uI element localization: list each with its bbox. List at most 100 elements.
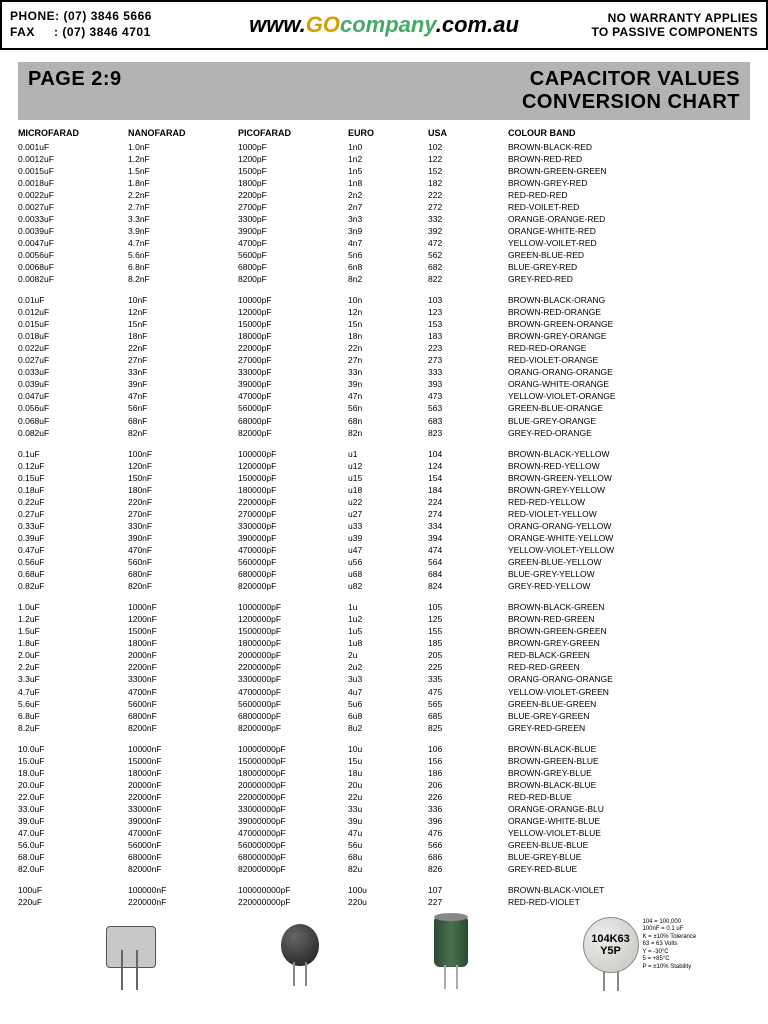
table-cell: 20u [348, 779, 428, 791]
table-cell: 0.82uF [18, 581, 128, 593]
table-cell: 472 [428, 237, 508, 249]
disc-note-line: 63 = 63 Volts [643, 941, 697, 949]
table-cell: YELLOW-VIOLET-ORANGE [508, 391, 750, 403]
table-cell: 563 [428, 403, 508, 415]
contact-block: PHONE: (07) 3846 5666 FAX : (07) 3846 47… [10, 9, 210, 40]
table-row: 1.8uF1800nF1800000pF1u8185BROWN-GREY-GRE… [18, 638, 750, 650]
table-cell: 0.27uF [18, 508, 128, 520]
table-row: 0.12uF120nF120000pFu12124BROWN-RED-YELLO… [18, 460, 750, 472]
table-cell: 0.0012uF [18, 153, 128, 165]
table-row: 0.0018uF1.8nF1800pF1n8182BROWN-GREY-RED [18, 177, 750, 189]
table-cell: 390nF [128, 532, 238, 544]
table-cell: 566 [428, 840, 508, 852]
table-cell: RED-BLACK-GREEN [508, 650, 750, 662]
table-cell: BROWN-GREEN-GREEN [508, 626, 750, 638]
table-cell: 18000000pF [238, 767, 348, 779]
table-cell: 10n [348, 295, 428, 307]
table-cell: 18000pF [238, 331, 348, 343]
table-cell: 122 [428, 153, 508, 165]
table-cell: RED-VIOLET-YELLOW [508, 508, 750, 520]
table-cell: u68 [348, 569, 428, 581]
table-cell: 2700pF [238, 201, 348, 213]
table-row: 1.2uF1200nF1200000pF1u2125BROWN-RED-GREE… [18, 614, 750, 626]
table-cell: 56000nF [128, 840, 238, 852]
table-cell: 820nF [128, 581, 238, 593]
table-cell: 150nF [128, 472, 238, 484]
table-header-row: MICROFARADNANOFARADPICOFARADEUROUSACOLOU… [18, 126, 750, 141]
table-cell: BROWN-RED-ORANGE [508, 307, 750, 319]
table-cell: u22 [348, 496, 428, 508]
footer-components: 104K63 Y5P 104 = 100,000100nF = 0.1 uFK … [0, 909, 768, 995]
table-cell: 154 [428, 472, 508, 484]
table-cell: 825 [428, 722, 508, 734]
table-cell: 335 [428, 674, 508, 686]
table-cell: 474 [428, 545, 508, 557]
table-cell: 560nF [128, 557, 238, 569]
table-cell: 1200nF [128, 614, 238, 626]
table-cell: 0.33uF [18, 520, 128, 532]
table-row: 0.0082uF8.2nF8200pF8n2822GREY-RED-RED [18, 274, 750, 286]
table-cell: 156 [428, 755, 508, 767]
table-row: 39.0uF39000nF39000000pF39u396ORANGE-WHIT… [18, 815, 750, 827]
table-cell: 68.0uF [18, 852, 128, 864]
table-cell: 103 [428, 295, 508, 307]
table-cell: 22u [348, 791, 428, 803]
table-cell: 1.0nF [128, 141, 238, 153]
table-cell: 6800pF [238, 261, 348, 273]
table-row: 100uF100000nF100000000pF100u107BROWN-BLA… [18, 885, 750, 897]
table-row: 0.018uF18nF18000pF18n183BROWN-GREY-ORANG… [18, 331, 750, 343]
table-cell: 39u [348, 815, 428, 827]
table-cell: 0.0033uF [18, 213, 128, 225]
table-cell: 8200nF [128, 722, 238, 734]
table-row: 0.022uF22nF22000pF22n223RED-RED-ORANGE [18, 343, 750, 355]
table-cell: 1.5nF [128, 165, 238, 177]
table-cell: 0.068uF [18, 415, 128, 427]
table-row: 0.82uF820nF820000pFu82824GREY-RED-YELLOW [18, 581, 750, 593]
table-row: 220uF220000nF220000000pF220u227RED-RED-V… [18, 897, 750, 909]
table-cell: 2.2nF [128, 189, 238, 201]
table-cell: RED-VIOLET-ORANGE [508, 355, 750, 367]
table-cell: ORANG-ORANG-ORANGE [508, 674, 750, 686]
table-cell: 185 [428, 638, 508, 650]
table-row: 0.33uF330nF330000pFu33334ORANG-ORANG-YEL… [18, 520, 750, 532]
table-cell: 82.0uF [18, 864, 128, 876]
table-cell: 0.0082uF [18, 274, 128, 286]
table-cell: GREY-RED-GREEN [508, 722, 750, 734]
table-cell: u82 [348, 581, 428, 593]
table-cell: 0.015uF [18, 319, 128, 331]
table-cell: 120nF [128, 460, 238, 472]
table-cell: 225 [428, 662, 508, 674]
table-cell: 18000nF [128, 767, 238, 779]
table-cell: 82n [348, 427, 428, 439]
table-cell: 47000nF [128, 828, 238, 840]
table-cell: 120000pF [238, 460, 348, 472]
table-cell: 1.8uF [18, 638, 128, 650]
table-cell: 565 [428, 698, 508, 710]
table-cell: 150000pF [238, 472, 348, 484]
table-cell: 4u7 [348, 686, 428, 698]
table-cell: 392 [428, 225, 508, 237]
table-cell: GREEN-BLUE-GREEN [508, 698, 750, 710]
table-cell: 1u2 [348, 614, 428, 626]
table-cell: 68nF [128, 415, 238, 427]
group-gap [18, 593, 750, 602]
table-cell: 18u [348, 767, 428, 779]
warranty-line-1: NO WARRANTY APPLIES [558, 11, 758, 25]
table-cell: 125 [428, 614, 508, 626]
top-bar: PHONE: (07) 3846 5666 FAX : (07) 3846 47… [0, 0, 768, 50]
table-cell: RED-RED-GREEN [508, 662, 750, 674]
conversion-table: MICROFARADNANOFARADPICOFARADEUROUSACOLOU… [18, 126, 750, 909]
table-cell: 683 [428, 415, 508, 427]
table-cell: BLUE-GREY-ORANGE [508, 415, 750, 427]
table-cell: 1000nF [128, 602, 238, 614]
table-row: 0.47uF470nF470000pFu47474YELLOW-VIOLET-Y… [18, 545, 750, 557]
table-row: 0.15uF150nF150000pFu15154BROWN-GREEN-YEL… [18, 472, 750, 484]
table-cell: 106 [428, 743, 508, 755]
disc-note-line: K = ±10% Tolerance [643, 934, 697, 942]
table-cell: 270nF [128, 508, 238, 520]
table-row: 0.056uF56nF56000pF56n563GREEN-BLUE-ORANG… [18, 403, 750, 415]
table-cell: 2.7nF [128, 201, 238, 213]
disc-note-line: 100nF = 0.1 uF [643, 926, 697, 934]
table-cell: 4700000pF [238, 686, 348, 698]
table-cell: RED-RED-ORANGE [508, 343, 750, 355]
